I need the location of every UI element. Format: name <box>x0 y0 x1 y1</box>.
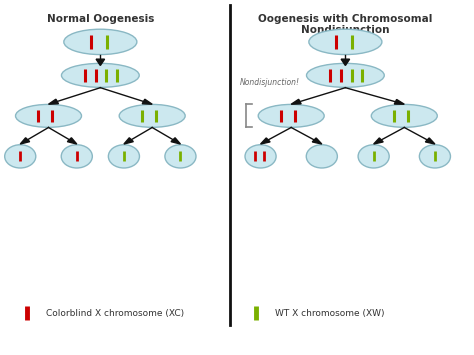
Ellipse shape <box>61 145 92 168</box>
Polygon shape <box>374 138 383 144</box>
Ellipse shape <box>119 104 185 127</box>
Polygon shape <box>171 138 181 144</box>
Text: Nondisjunction!: Nondisjunction! <box>239 78 300 87</box>
Text: Colorblind X chromosome (XC): Colorblind X chromosome (XC) <box>46 308 184 318</box>
Ellipse shape <box>358 145 389 168</box>
Polygon shape <box>48 99 58 104</box>
Polygon shape <box>425 138 435 144</box>
Ellipse shape <box>307 64 384 87</box>
Ellipse shape <box>419 145 450 168</box>
Ellipse shape <box>309 29 382 55</box>
Ellipse shape <box>16 104 82 127</box>
Polygon shape <box>394 99 404 104</box>
Polygon shape <box>20 138 30 144</box>
Ellipse shape <box>371 104 438 127</box>
Ellipse shape <box>245 145 276 168</box>
Polygon shape <box>142 99 152 104</box>
Ellipse shape <box>64 29 137 55</box>
Polygon shape <box>341 59 350 65</box>
Polygon shape <box>291 99 301 104</box>
Ellipse shape <box>165 145 196 168</box>
Text: Normal Oogenesis: Normal Oogenesis <box>46 14 154 24</box>
Ellipse shape <box>62 64 139 87</box>
Polygon shape <box>312 138 322 144</box>
Text: Oogenesis with Chromosomal
Nondisjunction: Oogenesis with Chromosomal Nondisjunctio… <box>258 14 433 35</box>
Ellipse shape <box>258 104 324 127</box>
Ellipse shape <box>5 145 36 168</box>
Ellipse shape <box>306 145 337 168</box>
Polygon shape <box>67 138 77 144</box>
Text: WT X chromosome (XW): WT X chromosome (XW) <box>275 308 384 318</box>
Polygon shape <box>124 138 133 144</box>
Polygon shape <box>261 138 270 144</box>
Polygon shape <box>96 59 105 65</box>
Ellipse shape <box>109 145 139 168</box>
